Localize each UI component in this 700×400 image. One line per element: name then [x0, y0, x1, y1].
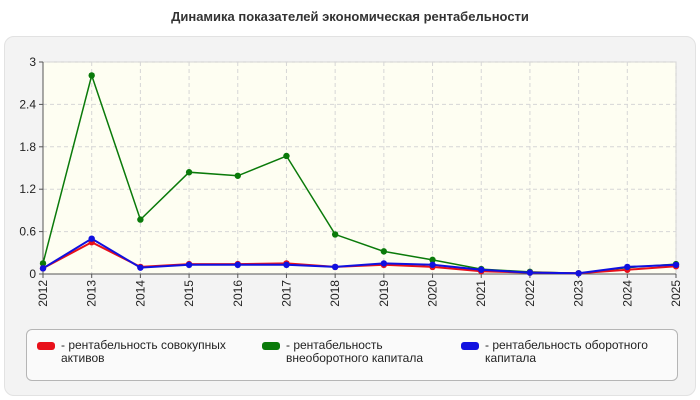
legend-swatch-red	[37, 342, 55, 350]
data-point	[429, 261, 436, 269]
x-tick-labels: 2012 2013 2014 2015 2016 2017 2018 2019 2020 2021…	[36, 274, 683, 307]
data-point	[331, 263, 339, 271]
data-point	[575, 270, 582, 277]
x-tick-label: 2015	[182, 280, 196, 307]
x-tick-label: 2016	[231, 280, 245, 307]
legend-label: - рентабельность внеоборотного капитала	[286, 338, 423, 365]
x-tick-label: 2023	[572, 280, 586, 307]
legend-swatch-blue	[461, 342, 479, 350]
legend-label: - рентабельность совокупных активов	[61, 338, 226, 365]
data-point	[88, 235, 95, 242]
x-tick-label: 2020	[426, 280, 440, 307]
data-point	[283, 152, 290, 160]
legend-swatch-green	[262, 342, 280, 350]
data-point	[39, 265, 47, 272]
x-tick-label: 2013	[85, 280, 99, 307]
data-point	[380, 248, 388, 255]
data-point	[624, 263, 631, 271]
data-point	[283, 261, 290, 269]
data-point	[137, 216, 144, 223]
data-point	[234, 172, 241, 179]
data-point	[39, 260, 47, 267]
chart-title: Динамика показателей экономическая рента…	[171, 9, 529, 24]
y-tick-label: 2.4	[19, 97, 36, 111]
data-point	[672, 261, 680, 269]
x-tick-label: 2017	[279, 280, 293, 307]
x-tick-label: 2025	[669, 280, 683, 307]
plot-area	[42, 61, 677, 275]
data-point	[526, 269, 534, 276]
y-tick-label: 1.2	[19, 182, 36, 196]
x-tick-label: 2018	[328, 280, 342, 307]
data-point	[380, 260, 388, 267]
data-point	[185, 261, 193, 269]
x-tick-label: 2012	[36, 280, 50, 307]
y-tick-labels: 0 0.6 1.2 1.8 2.4 3	[19, 55, 43, 281]
y-tick-label: 1.8	[19, 140, 36, 154]
data-point	[88, 72, 95, 79]
x-tick-label: 2024	[620, 280, 634, 307]
y-tick-label: 0	[29, 267, 36, 281]
series-line-2	[42, 237, 677, 275]
legend-label: - рентабельность оборотного капитала	[485, 338, 648, 365]
legend: - рентабельность совокупных активов - ре…	[26, 329, 678, 381]
y-tick-label: 0.6	[19, 225, 36, 239]
x-tick-label: 2021	[474, 280, 488, 307]
data-point	[429, 256, 436, 264]
data-point	[137, 264, 144, 271]
data-point	[331, 231, 339, 238]
x-tick-label: 2019	[377, 280, 391, 307]
y-tick-label: 3	[29, 55, 36, 69]
x-tick-label: 2014	[133, 280, 147, 307]
data-point	[478, 266, 485, 273]
grid-lines	[43, 61, 677, 274]
series-group	[39, 72, 680, 277]
data-point	[185, 169, 193, 176]
x-tick-label: 2022	[523, 280, 537, 307]
data-point	[234, 261, 241, 269]
